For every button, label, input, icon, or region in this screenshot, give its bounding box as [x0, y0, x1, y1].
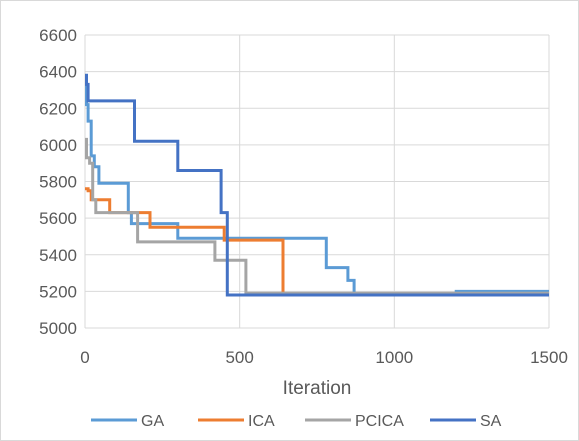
- series-line-sa: [85, 73, 549, 297]
- x-tick-label: 500: [225, 348, 253, 367]
- x-tick-label: 1500: [530, 348, 568, 367]
- y-tick-label: 5200: [39, 282, 77, 301]
- grid: [84, 34, 550, 329]
- x-tick-label: 1000: [375, 348, 413, 367]
- y-tick-label: 6000: [39, 136, 77, 155]
- y-tick-label: 5400: [39, 246, 77, 265]
- series-line-pcica: [85, 137, 549, 295]
- legend: GA ICA PCICA SA: [91, 413, 502, 430]
- series-lines: [85, 73, 549, 297]
- y-tick-label: 6600: [39, 26, 77, 45]
- y-tick-label: 6400: [39, 63, 77, 82]
- y-tick-label: 5800: [39, 173, 77, 192]
- y-axis-ticks: 5000 5200 5400 5600 5800 6000 6200 6400 6600: [39, 26, 77, 338]
- x-tick-label: 0: [80, 348, 89, 367]
- legend-label-ica: ICA: [248, 413, 275, 430]
- legend-label-pcica: PCICA: [355, 413, 404, 430]
- series-line-ica: [85, 187, 549, 297]
- y-tick-label: 5600: [39, 209, 77, 228]
- x-axis-ticks: 0 500 1000 1500: [80, 348, 568, 367]
- series-line-ga: [85, 84, 549, 297]
- y-tick-label: 6200: [39, 99, 77, 118]
- y-tick-label: 5000: [39, 319, 77, 338]
- legend-label-sa: SA: [480, 413, 502, 430]
- legend-label-ga: GA: [141, 413, 164, 430]
- x-axis-title: Iteration: [283, 378, 352, 399]
